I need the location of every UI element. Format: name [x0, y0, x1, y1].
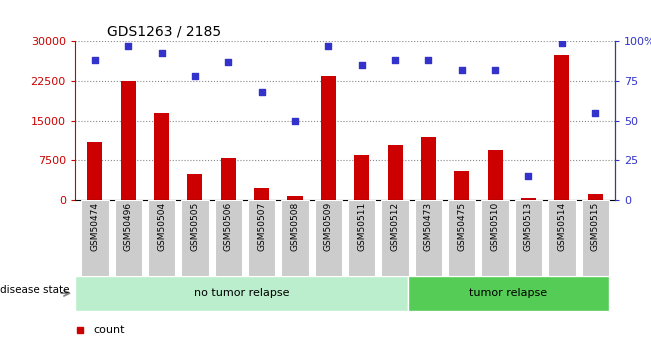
Point: [189, 73, 200, 79]
Bar: [515, 200, 542, 276]
Bar: [281, 200, 309, 276]
Bar: [248, 200, 275, 276]
Bar: [115, 200, 142, 276]
Bar: [581, 200, 609, 276]
Text: GSM50504: GSM50504: [157, 201, 166, 251]
Point: [290, 118, 300, 124]
Bar: [254, 188, 269, 200]
Point: [90, 58, 100, 63]
Point: [490, 67, 501, 73]
Text: GSM50513: GSM50513: [524, 201, 533, 251]
Point: [123, 43, 133, 49]
Text: GSM50505: GSM50505: [191, 201, 199, 251]
Text: GSM50509: GSM50509: [324, 201, 333, 251]
Point: [423, 58, 434, 63]
Text: GSM50512: GSM50512: [391, 201, 400, 251]
Bar: [148, 200, 175, 276]
Bar: [321, 76, 336, 200]
Text: GSM50475: GSM50475: [457, 201, 466, 251]
Text: no tumor relapse: no tumor relapse: [194, 288, 290, 298]
Text: GSM50473: GSM50473: [424, 201, 433, 251]
Text: GSM50496: GSM50496: [124, 201, 133, 251]
Point: [390, 58, 400, 63]
Bar: [387, 145, 402, 200]
Bar: [120, 81, 136, 200]
Text: count: count: [94, 325, 125, 335]
Text: GSM50507: GSM50507: [257, 201, 266, 251]
Text: tumor relapse: tumor relapse: [469, 288, 547, 298]
Point: [256, 89, 267, 95]
Bar: [448, 200, 475, 276]
Text: GSM50510: GSM50510: [491, 201, 499, 251]
Point: [523, 174, 534, 179]
Bar: [288, 196, 303, 200]
Bar: [554, 55, 570, 200]
Bar: [187, 174, 202, 200]
Bar: [87, 142, 102, 200]
Bar: [588, 194, 603, 200]
Bar: [381, 200, 409, 276]
Bar: [215, 200, 242, 276]
Bar: [221, 158, 236, 200]
Point: [357, 62, 367, 68]
Text: GSM50515: GSM50515: [590, 201, 600, 251]
Bar: [421, 137, 436, 200]
Bar: [488, 150, 503, 200]
Bar: [548, 200, 575, 276]
Point: [156, 50, 167, 55]
Bar: [154, 113, 169, 200]
Bar: [75, 276, 408, 310]
Bar: [482, 200, 509, 276]
Point: [456, 67, 467, 73]
Bar: [81, 200, 109, 276]
Text: GSM50511: GSM50511: [357, 201, 367, 251]
Point: [590, 110, 600, 116]
Text: GSM50506: GSM50506: [224, 201, 233, 251]
Text: GSM50514: GSM50514: [557, 201, 566, 251]
Bar: [348, 200, 376, 276]
Bar: [521, 198, 536, 200]
Text: GDS1263 / 2185: GDS1263 / 2185: [107, 24, 221, 38]
Bar: [454, 171, 469, 200]
Text: GSM50474: GSM50474: [90, 201, 100, 250]
Point: [323, 43, 333, 49]
Text: disease state: disease state: [0, 285, 70, 295]
Point: [223, 59, 234, 65]
Bar: [415, 200, 442, 276]
Bar: [354, 155, 369, 200]
Bar: [314, 200, 342, 276]
Bar: [181, 200, 208, 276]
Text: GSM50508: GSM50508: [290, 201, 299, 251]
Point: [557, 40, 567, 46]
Bar: [408, 276, 609, 310]
